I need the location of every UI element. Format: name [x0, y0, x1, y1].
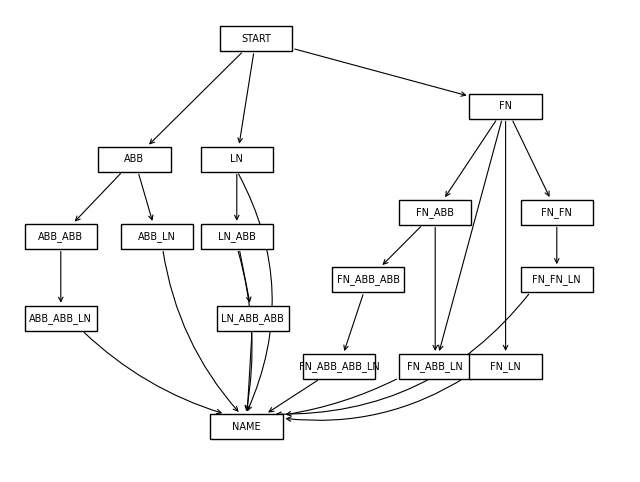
Text: FN_ABB_LN: FN_ABB_LN — [407, 361, 463, 372]
Text: FN_LN: FN_LN — [490, 361, 521, 372]
Bar — [217, 306, 289, 331]
Text: FN_ABB: FN_ABB — [416, 207, 454, 217]
Bar — [521, 200, 593, 225]
Bar — [220, 26, 292, 51]
Text: FN_ABB_ABB: FN_ABB_ABB — [337, 274, 399, 285]
Text: FN_FN: FN_FN — [541, 207, 572, 217]
Text: NAME: NAME — [232, 422, 260, 431]
Bar — [399, 200, 471, 225]
Bar — [470, 94, 541, 119]
Bar — [99, 147, 170, 172]
Text: FN_ABB_ABB_LN: FN_ABB_ABB_LN — [299, 361, 380, 372]
Bar — [211, 414, 282, 439]
Bar — [25, 224, 97, 249]
Bar — [399, 354, 471, 379]
Bar — [521, 267, 593, 292]
Bar — [303, 354, 375, 379]
Bar — [201, 224, 273, 249]
Bar — [121, 224, 193, 249]
Text: LN: LN — [230, 154, 243, 164]
Bar — [470, 354, 541, 379]
Text: FN_FN_LN: FN_FN_LN — [532, 274, 581, 285]
Text: START: START — [241, 34, 271, 43]
Text: ABB: ABB — [124, 154, 145, 164]
Text: ABB_ABB_LN: ABB_ABB_LN — [29, 313, 92, 323]
Text: LN_ABB: LN_ABB — [218, 231, 256, 241]
Text: ABB_ABB: ABB_ABB — [38, 231, 83, 241]
Bar — [201, 147, 273, 172]
Text: ABB_LN: ABB_LN — [138, 231, 176, 241]
Text: LN_ABB_ABB: LN_ABB_ABB — [221, 313, 284, 323]
Bar — [332, 267, 404, 292]
Bar — [25, 306, 97, 331]
Text: FN: FN — [499, 101, 512, 111]
